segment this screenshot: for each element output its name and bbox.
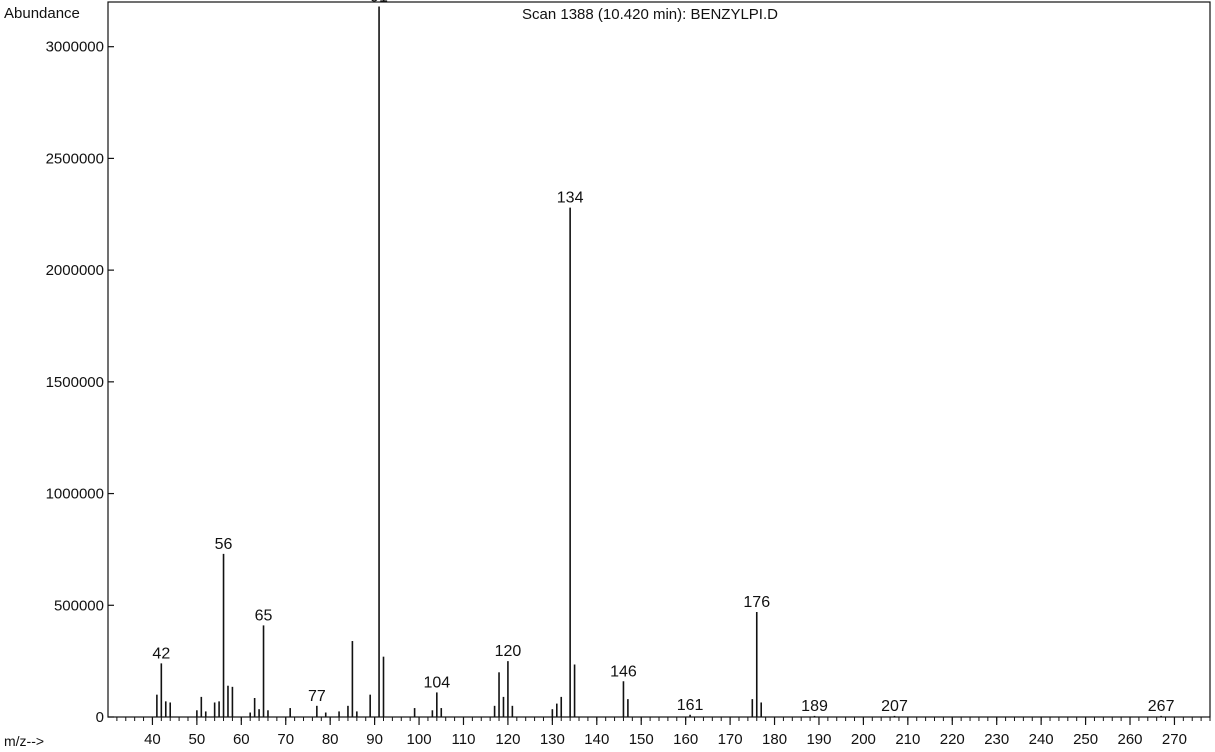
peak-label: 42 bbox=[152, 645, 170, 662]
x-tick-label: 180 bbox=[762, 731, 787, 748]
y-axis-label: Abundance bbox=[4, 5, 80, 22]
y-tick-label: 2000000 bbox=[46, 262, 104, 279]
peak-label: 176 bbox=[743, 594, 770, 611]
peak-label: 207 bbox=[881, 698, 908, 715]
x-tick-label: 260 bbox=[1118, 731, 1143, 748]
peak-label: 56 bbox=[215, 536, 233, 553]
x-tick-label: 270 bbox=[1162, 731, 1187, 748]
peak-label: 77 bbox=[308, 688, 326, 705]
x-axis-ticks: 40 50 60 70 80 90 100 110 120 130 140 150 160 170 180 1… bbox=[116, 717, 1211, 748]
peak-label: 134 bbox=[557, 190, 584, 207]
x-tick-label: 190 bbox=[806, 731, 831, 748]
y-tick-label: 0 bbox=[96, 709, 104, 726]
peak-label: 189 bbox=[801, 698, 828, 715]
x-tick-label: 120 bbox=[495, 731, 520, 748]
x-tick-label: 70 bbox=[277, 731, 294, 748]
x-tick-label: 50 bbox=[189, 731, 206, 748]
x-tick-label: 210 bbox=[895, 731, 920, 748]
y-tick-label: 3000000 bbox=[46, 39, 104, 56]
y-tick-label: 1000000 bbox=[46, 486, 104, 503]
x-tick-label: 230 bbox=[984, 731, 1009, 748]
peak-label: 120 bbox=[495, 643, 522, 660]
peak-label: 65 bbox=[255, 607, 273, 624]
x-tick-label: 80 bbox=[322, 731, 339, 748]
x-tick-label: 170 bbox=[718, 731, 743, 748]
peak-label: 161 bbox=[677, 697, 704, 714]
x-tick-label: 90 bbox=[366, 731, 383, 748]
peak-label: 267 bbox=[1148, 698, 1175, 715]
x-tick-label: 240 bbox=[1029, 731, 1054, 748]
x-tick-label: 150 bbox=[629, 731, 654, 748]
x-tick-label: 110 bbox=[452, 731, 476, 748]
x-tick-label: 100 bbox=[407, 731, 432, 748]
x-tick-label: 220 bbox=[940, 731, 965, 748]
peak-label: 91 bbox=[370, 0, 388, 5]
x-tick-label: 250 bbox=[1073, 731, 1098, 748]
x-tick-label: 60 bbox=[233, 731, 250, 748]
peak-labels: 42 56 65 77 91 104 120 134 146 161 176 189 207 267 bbox=[152, 0, 1174, 715]
y-tick-label: 500000 bbox=[54, 597, 104, 614]
peak-bars bbox=[156, 6, 1162, 717]
x-tick-label: 130 bbox=[540, 731, 565, 748]
x-tick-label: 160 bbox=[673, 731, 698, 748]
x-axis-label: m/z--> bbox=[4, 733, 44, 749]
y-axis-ticks: 0 500000 1000000 1500000 2000000 2500000 30000… bbox=[46, 39, 114, 726]
x-tick-label: 200 bbox=[851, 731, 876, 748]
y-tick-label: 1500000 bbox=[46, 374, 104, 391]
x-tick-label: 40 bbox=[144, 731, 161, 748]
peak-label: 146 bbox=[610, 663, 637, 680]
chart-title: Scan 1388 (10.420 min): BENZYLPI.D bbox=[522, 6, 778, 23]
y-tick-label: 2500000 bbox=[46, 150, 104, 167]
x-tick-label: 140 bbox=[584, 731, 609, 748]
peak-label: 104 bbox=[423, 674, 450, 691]
